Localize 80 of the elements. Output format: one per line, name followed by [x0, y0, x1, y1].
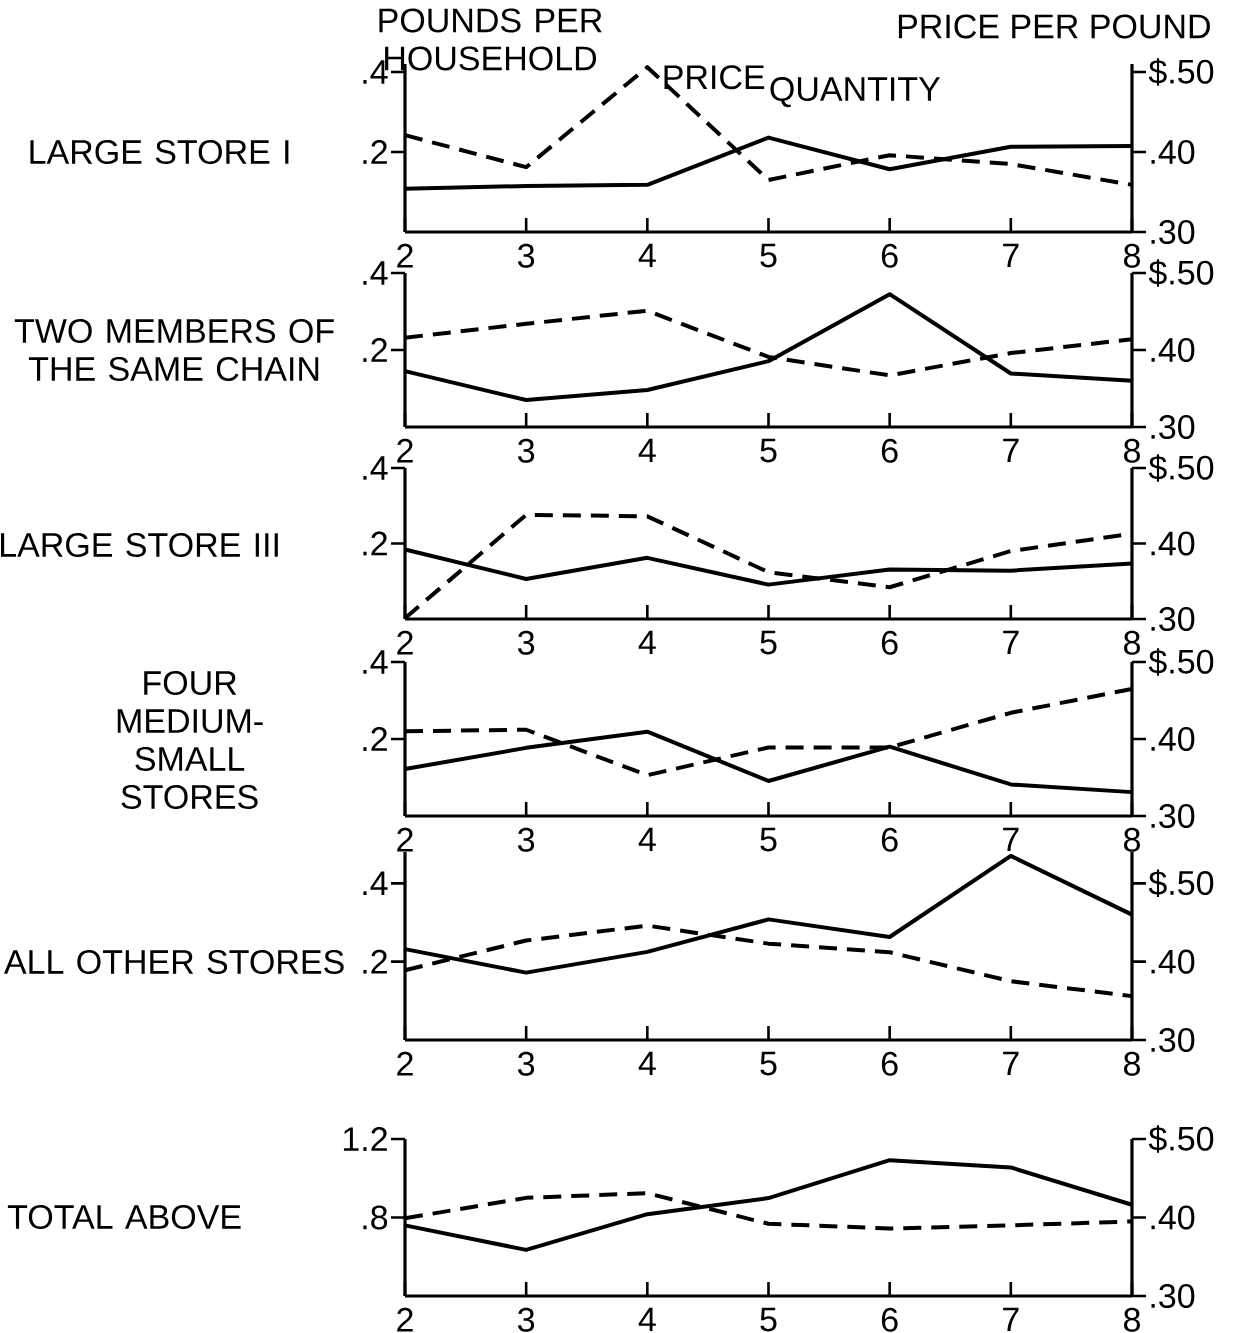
- x-tick-label: 7: [1003, 243, 1019, 268]
- x-tick-label: 3: [518, 630, 535, 655]
- x-tick-label: 8: [1124, 827, 1140, 852]
- y2-tick-label: .40: [1151, 949, 1195, 974]
- x-tick-label: 6: [881, 438, 898, 463]
- y2-tick-label: .30: [1151, 1283, 1195, 1309]
- x-tick-label: 2: [397, 1307, 413, 1332]
- x-tick-label: 2: [397, 438, 413, 463]
- x-tick-label: 5: [760, 630, 777, 655]
- x-tick-label: 3: [518, 243, 535, 268]
- y2-tick-label: .40: [1151, 1205, 1195, 1230]
- x-tick-label: 5: [760, 1051, 777, 1076]
- x-tick-label: 5: [760, 827, 777, 852]
- x-tick-label: 5: [760, 438, 777, 463]
- x-tick-label: 8: [1124, 1307, 1140, 1332]
- text: LARGE STORE I: [30, 139, 289, 165]
- series-label: PRICE: [664, 65, 765, 90]
- y-tick-label: .4: [363, 456, 388, 480]
- x-tick-label: 4: [638, 630, 656, 655]
- y-tick-label: .8: [363, 1205, 388, 1230]
- y-tick-label: .2: [363, 949, 387, 974]
- x-tick-label: 5: [760, 1307, 777, 1332]
- y2-tick-label: .30: [1151, 803, 1195, 829]
- x-tick-label: 8: [1124, 630, 1140, 655]
- y-tick-label: .2: [363, 338, 387, 362]
- y2-tick-label: .30: [1151, 414, 1195, 440]
- text: ALL OTHER STORES: [3, 949, 344, 975]
- x-tick-label: 7: [1003, 438, 1019, 463]
- x-tick-label: 2: [397, 243, 413, 268]
- x-tick-label: 7: [1003, 630, 1019, 655]
- y-tick-label: .2: [363, 531, 387, 556]
- y2-tick-label: .40: [1151, 726, 1195, 752]
- x-tick-label: 8: [1124, 438, 1140, 463]
- x-tick-label: 7: [1003, 1307, 1019, 1332]
- x-tick-label: 6: [881, 827, 898, 852]
- x-tick-label: 8: [1124, 243, 1140, 268]
- y2-tick-label: .40: [1151, 531, 1195, 556]
- y2-tick-label: .40: [1151, 139, 1195, 165]
- x-tick-label: 8: [1124, 1051, 1140, 1076]
- x-tick-label: 6: [881, 243, 898, 268]
- text: TOTAL ABOVE: [7, 1204, 241, 1230]
- x-tick-label: 4: [638, 438, 656, 463]
- y-tick-label: .4: [363, 871, 388, 896]
- x-tick-label: 3: [518, 1051, 535, 1076]
- text: LARGE STORE III: [1, 532, 278, 558]
- y2-tick-label: $.50: [1148, 454, 1214, 482]
- x-tick-label: 3: [518, 827, 535, 852]
- y2-tick-label: $.50: [1148, 1125, 1214, 1153]
- y2-tick-label: $.50: [1148, 648, 1214, 676]
- y2-tick-label: $.50: [1148, 259, 1214, 287]
- x-tick-label: 5: [760, 243, 777, 268]
- y-tick-label: .2: [363, 140, 387, 164]
- x-tick-label: 6: [881, 630, 898, 655]
- x-tick-label: 7: [1003, 1051, 1019, 1076]
- y-tick-label: .4: [363, 650, 388, 674]
- x-tick-label: 4: [638, 243, 656, 268]
- x-tick-label: 6: [881, 1307, 898, 1332]
- text: FOUR MEDIUM-SMALL STORES: [117, 670, 263, 810]
- x-tick-label: 3: [518, 1307, 535, 1332]
- y2-tick-label: .30: [1151, 219, 1195, 245]
- y2-tick-label: .30: [1151, 1027, 1195, 1053]
- text: TWO MEMBERS OF THE SAME CHAIN: [14, 318, 334, 382]
- x-tick-label: 2: [397, 630, 413, 655]
- x-tick-label: 2: [397, 827, 413, 852]
- series-label: QUANTITY: [770, 77, 941, 108]
- x-tick-label: 4: [638, 1051, 656, 1076]
- y2-tick-label: .30: [1151, 606, 1195, 632]
- x-tick-label: 4: [638, 1307, 656, 1332]
- x-tick-label: 3: [518, 438, 535, 463]
- y2-tick-label: .40: [1151, 337, 1195, 363]
- y-tick-label: .2: [363, 727, 387, 751]
- y-tick-label: 1.2: [343, 1127, 387, 1151]
- x-tick-label: 6: [881, 1051, 898, 1076]
- y-tick-label: .4: [363, 261, 388, 285]
- x-tick-label: 4: [638, 827, 656, 852]
- y2-axis-title: PRICE PER POUND: [898, 14, 1210, 39]
- y2-tick-label: $.50: [1148, 58, 1214, 86]
- y2-tick-label: $.50: [1148, 869, 1214, 898]
- x-tick-label: 7: [1003, 827, 1019, 852]
- x-tick-label: 2: [397, 1051, 413, 1076]
